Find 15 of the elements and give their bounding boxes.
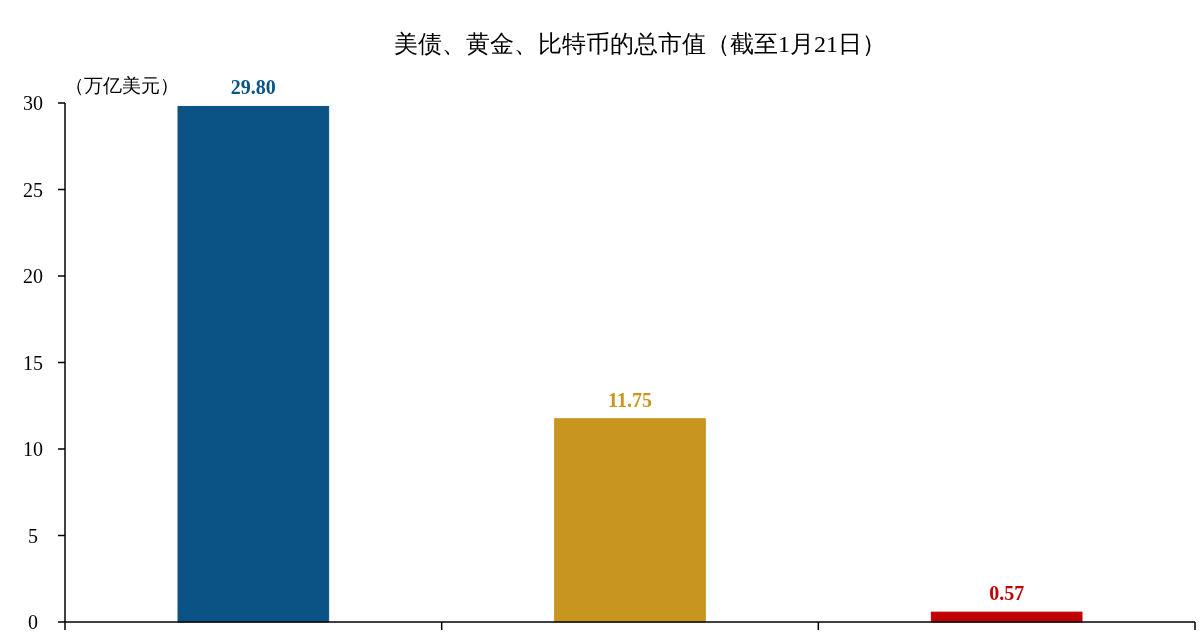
y-tick-label: 30 — [23, 92, 43, 114]
data-label: 29.80 — [230, 76, 276, 99]
y-tick-label: 10 — [23, 438, 43, 460]
y-tick-label: 5 — [28, 524, 38, 547]
y-tick-label: 25 — [23, 178, 43, 201]
y-axis-title: （万亿美元） — [65, 75, 179, 96]
data-label: 0.57 — [989, 582, 1025, 605]
y-tick-label: 0 — [28, 611, 38, 633]
bar — [930, 611, 1083, 623]
y-tick-label: 15 — [23, 351, 43, 374]
chart-title: 美债、黄金、比特币的总市值（截至1月21日） — [394, 31, 886, 57]
y-tick-label: 20 — [23, 265, 43, 287]
bar — [554, 418, 706, 623]
data-label: 11.75 — [608, 388, 652, 411]
bar — [177, 105, 330, 623]
